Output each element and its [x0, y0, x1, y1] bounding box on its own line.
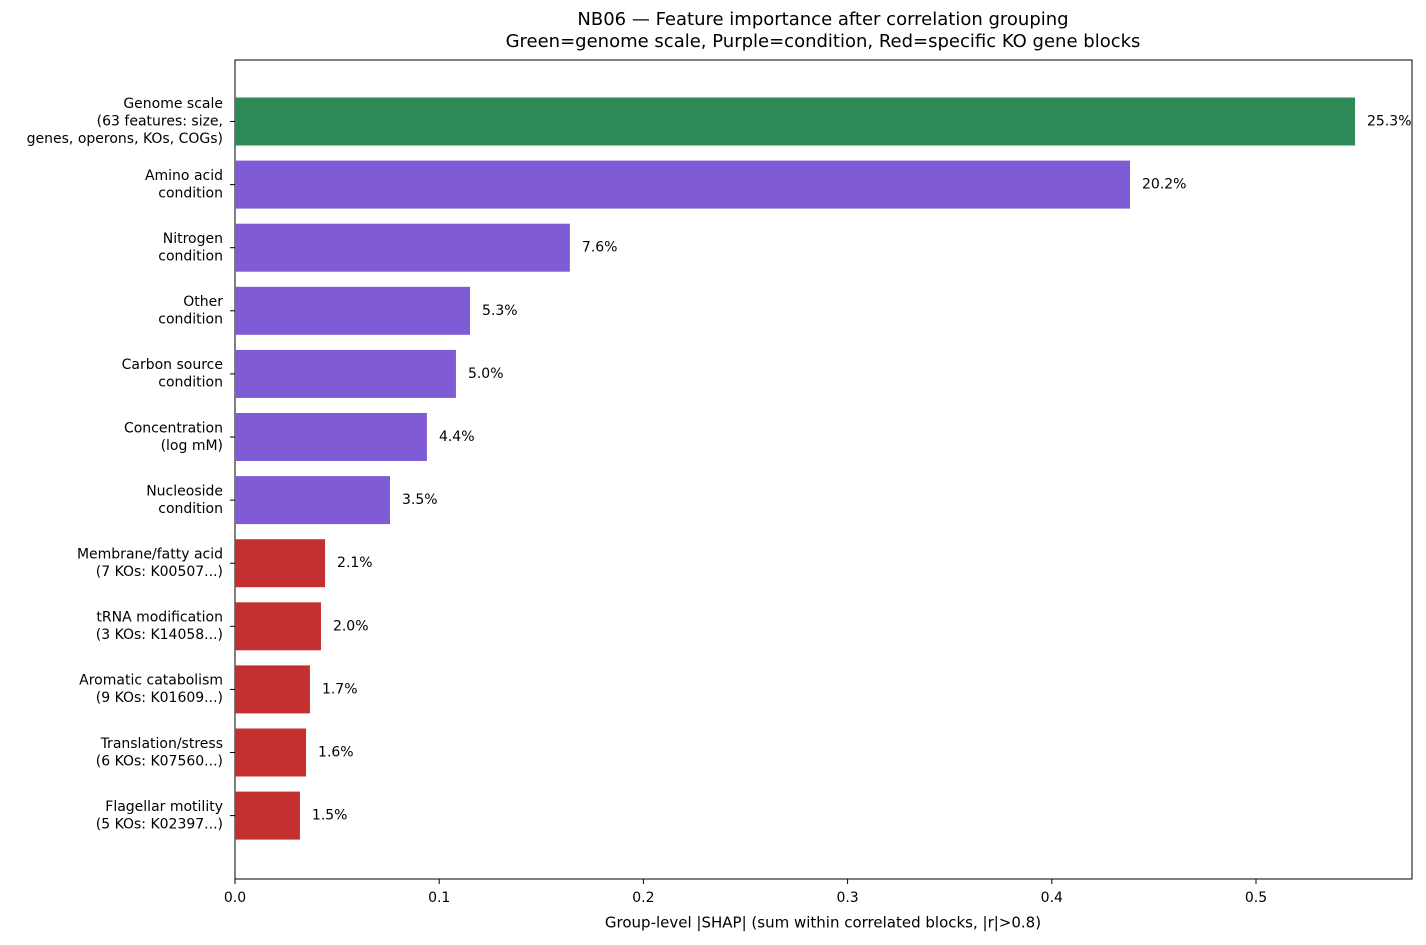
y-tick-label: Translation/stress(6 KOs: K07560...): [96, 736, 223, 770]
y-tick-label-line: Nucleoside: [146, 483, 223, 499]
value-label: 5.3%: [482, 303, 518, 319]
y-tick-label: Carbon source condition: [122, 357, 223, 391]
bar: [235, 665, 310, 714]
value-label: 1.5%: [312, 808, 348, 824]
bar: [235, 602, 321, 651]
y-tick-label-line: condition: [158, 312, 223, 328]
value-label: 5.0%: [468, 366, 504, 382]
y-tick-label-line: Membrane/fatty acid: [77, 546, 223, 562]
value-label: 4.4%: [439, 429, 475, 445]
y-tick-label-line: condition: [158, 375, 223, 391]
y-tick-label-line: Translation/stress: [100, 736, 223, 752]
value-label: 20.2%: [1142, 177, 1186, 193]
bar: [235, 476, 390, 525]
y-tick-label-line: Carbon source: [122, 357, 223, 373]
x-tick-label: 0.1: [428, 890, 450, 906]
y-tick-label-line: Nitrogen: [163, 231, 223, 247]
y-tick-label-line: Flagellar motility: [105, 799, 223, 815]
bar: [235, 286, 471, 335]
value-label: 1.6%: [318, 745, 354, 761]
x-tick-label: 0.3: [836, 890, 858, 906]
y-tick-label-line: (3 KOs: K14058...): [96, 627, 223, 643]
y-tick-label: tRNA modification(3 KOs: K14058...): [96, 610, 223, 644]
bar: [235, 223, 570, 272]
y-tick-label: Flagellar motility(5 KOs: K02397...): [96, 799, 223, 833]
bar: [235, 160, 1131, 209]
bar: [235, 791, 300, 840]
bar: [235, 539, 326, 588]
y-tick-label-line: Other: [183, 294, 223, 310]
value-label: 2.0%: [333, 618, 369, 634]
y-tick-label: Nucleoside condition: [146, 483, 223, 516]
x-tick-label: 0.4: [1041, 890, 1063, 906]
y-tick-label: Genome scale (63 features: size,genes, op…: [27, 96, 223, 147]
y-tick-label-line: (5 KOs: K02397...): [96, 816, 223, 832]
y-tick-label-line: (7 KOs: K00507...): [96, 564, 223, 580]
bar: [235, 413, 427, 461]
y-tick-label-line: condition: [158, 248, 223, 264]
y-tick-label-line: (63 features: size,: [97, 114, 223, 130]
value-label: 25.3%: [1367, 114, 1411, 130]
y-tick-label-line: condition: [158, 501, 223, 517]
y-tick-label: Concentration (log mM): [124, 420, 223, 454]
value-label: 3.5%: [402, 492, 438, 508]
chart-subtitle: Green=genome scale, Purple=condition, Re…: [506, 31, 1141, 52]
value-label: 2.1%: [337, 555, 373, 571]
y-tick-label: Other condition: [158, 294, 223, 328]
plot-frame: [234, 59, 1413, 880]
y-tick-label-line: Genome scale: [123, 96, 223, 112]
y-tick-label: Membrane/fatty acid (7 KOs: K00507...): [77, 546, 223, 580]
y-tick-label: Aromatic catabolism(9 KOs: K01609...): [79, 673, 223, 707]
y-tick-label-line: genes, operons, KOs, COGs): [27, 131, 223, 147]
y-tick-label-line: Amino acid: [145, 168, 223, 184]
chart-title: NB06 — Feature importance after correlat…: [577, 9, 1068, 30]
x-axis-label: Group-level |SHAP| (sum within correlate…: [605, 914, 1041, 932]
x-tick-label: 0.0: [224, 890, 246, 906]
x-tick-label: 0.2: [632, 890, 654, 906]
bar: [235, 97, 1356, 146]
y-tick-label-line: Concentration: [124, 420, 223, 436]
x-tick-label: 0.5: [1245, 890, 1267, 906]
y-tick-label-line: condition: [158, 185, 223, 201]
value-label: 7.6%: [582, 240, 618, 256]
y-tick-label-line: (9 KOs: K01609...): [96, 690, 223, 706]
y-tick-label-line: tRNA modification: [96, 610, 223, 626]
y-tick-label-line: Aromatic catabolism: [79, 673, 223, 689]
bar: [235, 349, 456, 398]
y-tick-label-line: (6 KOs: K07560...): [96, 753, 223, 769]
value-label: 1.7%: [322, 681, 358, 697]
bar: [235, 728, 307, 777]
y-tick-label-line: (log mM): [161, 438, 223, 454]
